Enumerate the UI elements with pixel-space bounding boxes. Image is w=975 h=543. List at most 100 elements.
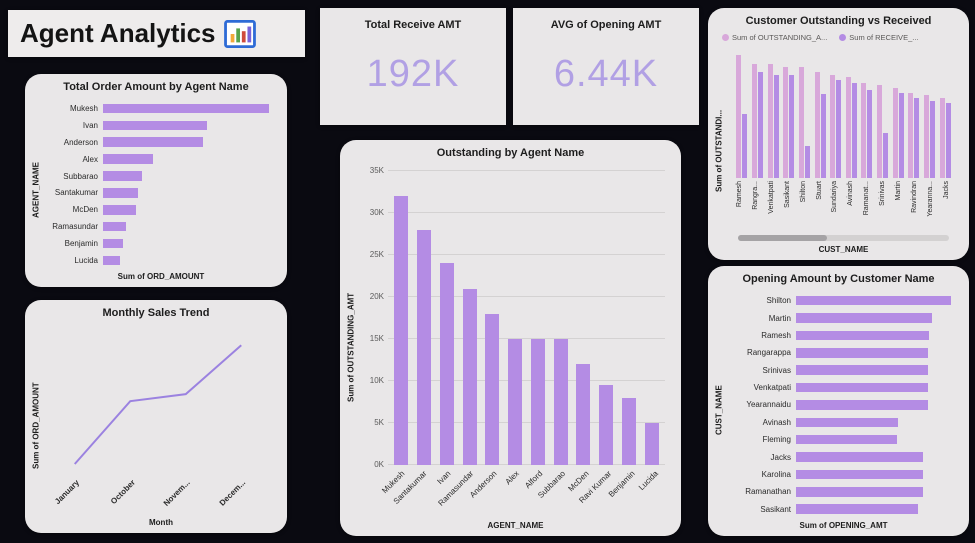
chart-canvas: CUST_NAME Shilton Martin Ramesh Rangarappa Sr… xyxy=(708,287,969,536)
bar[interactable] xyxy=(945,103,951,178)
bar[interactable] xyxy=(796,487,924,497)
category-label: Shilton xyxy=(799,181,807,203)
kpi-card-total-receive-amt: Total Receive AMT 192K xyxy=(320,8,506,125)
bar[interactable] xyxy=(796,434,897,445)
bar[interactable] xyxy=(789,74,795,178)
bar[interactable] xyxy=(621,397,636,465)
bar[interactable] xyxy=(796,365,928,375)
bar[interactable] xyxy=(796,330,930,341)
bar[interactable] xyxy=(773,74,779,178)
chart-title: Monthly Sales Trend xyxy=(102,307,210,319)
bar[interactable] xyxy=(796,400,928,410)
trend-line[interactable] xyxy=(75,345,242,464)
scrollbar-thumb[interactable] xyxy=(738,235,827,241)
bar[interactable] xyxy=(830,74,836,178)
bar[interactable] xyxy=(736,55,742,178)
category-label: Venkatpati xyxy=(753,383,791,393)
kpi-value: 192K xyxy=(366,53,460,95)
gridline xyxy=(388,464,665,465)
bar[interactable] xyxy=(644,423,659,465)
bar[interactable] xyxy=(883,132,889,178)
bar[interactable] xyxy=(103,120,207,131)
bar-row: Srinivas xyxy=(726,365,961,375)
y-axis-title: Sum of OUTSTANDI... xyxy=(714,109,724,192)
category-label: McDen xyxy=(72,205,98,215)
bar[interactable] xyxy=(103,238,123,249)
bar[interactable] xyxy=(103,103,269,114)
bar[interactable] xyxy=(892,87,898,178)
bar[interactable] xyxy=(877,85,883,178)
bar[interactable] xyxy=(530,339,545,465)
bar[interactable] xyxy=(836,79,842,178)
x-axis-title: Sum of OPENING_AMT xyxy=(799,521,888,530)
bar[interactable] xyxy=(796,348,928,358)
bar[interactable] xyxy=(814,72,820,178)
bar[interactable] xyxy=(914,98,920,178)
y-tick-label: 10K xyxy=(369,376,384,386)
bar[interactable] xyxy=(820,94,826,178)
bar[interactable] xyxy=(804,145,810,178)
bar[interactable] xyxy=(508,339,523,465)
category-label: Ravindran xyxy=(911,181,919,213)
bar[interactable] xyxy=(394,196,409,465)
bar[interactable] xyxy=(103,255,120,266)
bar[interactable] xyxy=(103,221,126,232)
bar[interactable] xyxy=(757,72,763,178)
bar[interactable] xyxy=(939,98,945,178)
legend-item[interactable]: Sum of OUTSTANDING_A... xyxy=(722,33,827,42)
chart-canvas: AGENT_NAME Mukesh Ivan Anderson Alex Subbarao… xyxy=(25,95,287,287)
category-label: Avinash xyxy=(847,181,855,206)
bar[interactable] xyxy=(845,77,851,178)
legend-item[interactable]: Sum of RECEIVE_... xyxy=(839,33,919,42)
y-tick-label: 0K xyxy=(374,460,384,469)
bar[interactable] xyxy=(796,295,951,306)
bar[interactable] xyxy=(798,67,804,178)
category-label: Benjamin xyxy=(64,239,98,249)
bar[interactable] xyxy=(867,90,873,178)
category-label: Ramanathan xyxy=(745,487,791,497)
kpi-value: 6.44K xyxy=(553,53,659,95)
bar[interactable] xyxy=(908,92,914,178)
bar[interactable] xyxy=(599,385,614,465)
bar[interactable] xyxy=(439,263,454,465)
bar[interactable] xyxy=(796,452,924,462)
category-label: Novem... xyxy=(162,478,193,508)
bar-row: Santakumar xyxy=(43,188,279,198)
bar[interactable] xyxy=(417,229,432,465)
bar[interactable] xyxy=(103,171,143,181)
bar[interactable] xyxy=(103,154,153,164)
gridline xyxy=(388,422,665,423)
bar[interactable] xyxy=(103,205,137,215)
bar[interactable] xyxy=(767,64,773,178)
bar[interactable] xyxy=(796,382,928,393)
bar[interactable] xyxy=(930,100,935,178)
bar[interactable] xyxy=(851,82,857,178)
bar[interactable] xyxy=(796,504,919,514)
bar[interactable] xyxy=(742,113,748,178)
bar[interactable] xyxy=(796,469,924,480)
chart-title: Customer Outstanding vs Received xyxy=(745,15,932,27)
kpi-label: AVG of Opening AMT xyxy=(550,19,662,31)
bar[interactable] xyxy=(485,313,500,465)
bar[interactable] xyxy=(924,95,929,178)
category-label: Karolina xyxy=(761,469,791,479)
category-label: Shilton xyxy=(766,296,791,306)
category-label: Yearannaidu xyxy=(746,400,791,410)
bar[interactable] xyxy=(861,82,867,178)
category-label: Fleming xyxy=(762,435,791,445)
horizontal-scrollbar[interactable] xyxy=(738,235,949,241)
y-tick-label: 30K xyxy=(369,208,384,217)
bar[interactable] xyxy=(103,188,139,198)
bar[interactable] xyxy=(751,64,757,178)
bar[interactable] xyxy=(783,67,789,178)
chart-title: Opening Amount by Customer Name xyxy=(742,273,935,285)
y-tick-label: 25K xyxy=(369,250,384,259)
bar[interactable] xyxy=(553,339,568,465)
category-label: Martin xyxy=(895,181,903,201)
bar[interactable] xyxy=(576,364,591,465)
bar[interactable] xyxy=(462,288,477,465)
bar[interactable] xyxy=(796,313,933,323)
bar[interactable] xyxy=(796,417,899,428)
bar[interactable] xyxy=(898,92,904,178)
bar[interactable] xyxy=(103,137,203,147)
